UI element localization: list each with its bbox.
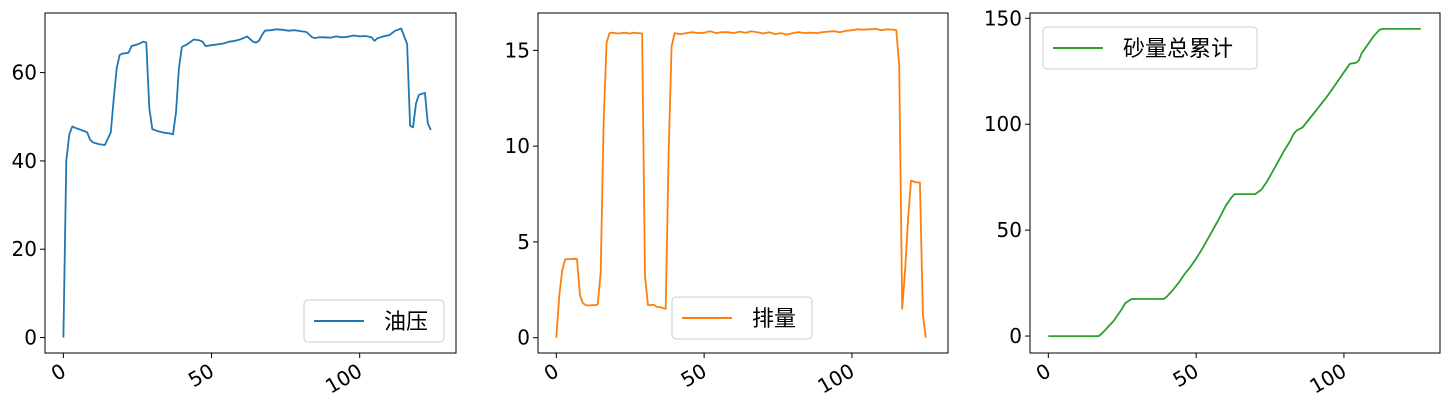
legend-box <box>303 299 445 343</box>
y-tick-label: 0 <box>1009 324 1022 348</box>
x-tick-label: 50 <box>677 359 711 393</box>
y-tick-label: 0 <box>517 326 530 350</box>
legend-box <box>1042 26 1258 70</box>
legend: 油压 <box>303 299 445 343</box>
series-line-2 <box>555 28 927 338</box>
legend-label: 砂量总累计 <box>1123 37 1233 62</box>
x-tick-label: 100 <box>1305 359 1350 399</box>
legend: 砂量总累计 <box>1042 26 1258 70</box>
x-tick-label: 0 <box>1032 359 1055 386</box>
axes-frame <box>537 12 949 354</box>
x-tick-label: 100 <box>813 359 858 399</box>
series-line-1 <box>62 27 432 338</box>
legend-label: 油压 <box>384 310 428 335</box>
axes-frame <box>44 12 457 354</box>
y-tick-label: 40 <box>12 149 37 173</box>
y-tick-label: 50 <box>997 218 1022 242</box>
legend-box <box>671 296 813 340</box>
y-tick-label: 150 <box>984 6 1022 30</box>
y-tick-label: 20 <box>12 237 37 261</box>
chart-panel-2: 0 5 10 15 0 50 100 排量 <box>505 12 949 399</box>
y-tick-label: 60 <box>12 61 37 85</box>
x-tick-label: 100 <box>321 359 366 399</box>
series-line-3 <box>1048 28 1421 337</box>
axes-frame <box>1029 12 1441 354</box>
y-tick-label: 0 <box>24 326 37 350</box>
legend: 排量 <box>671 296 813 340</box>
legend-label: 排量 <box>752 307 796 332</box>
chart-panel-1: 0 20 40 60 0 50 100 油压 <box>12 12 457 399</box>
x-tick-label: 0 <box>540 359 563 386</box>
x-tick-label: 50 <box>184 359 218 393</box>
y-tick-label: 5 <box>517 230 530 254</box>
y-tick-label: 100 <box>984 112 1022 136</box>
x-tick-label: 0 <box>47 359 70 386</box>
chart-panel-3: 0 50 100 150 0 50 100 砂量总累计 <box>984 6 1441 399</box>
x-tick-label: 50 <box>1169 359 1203 393</box>
y-tick-label: 15 <box>505 38 530 62</box>
y-tick-label: 10 <box>505 134 530 158</box>
